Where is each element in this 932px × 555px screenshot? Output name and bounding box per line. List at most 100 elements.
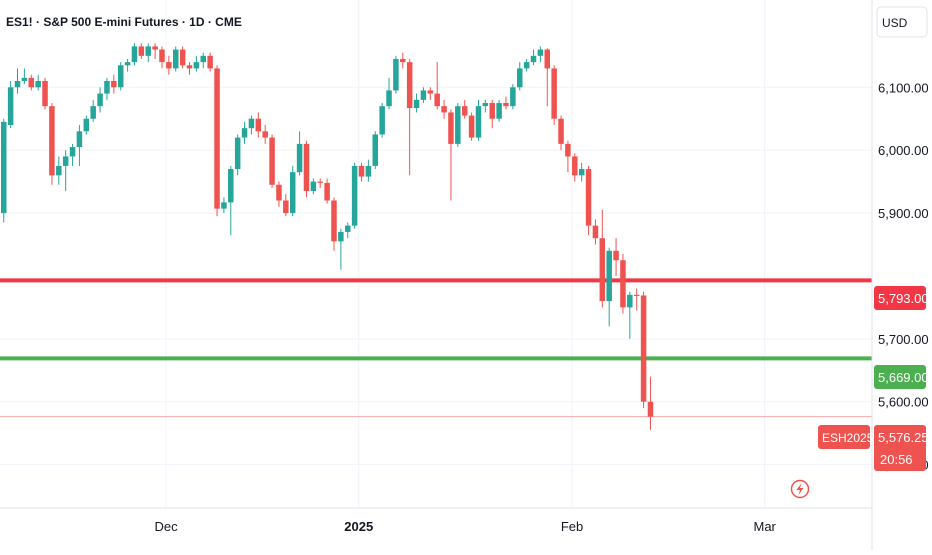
- candle-body: [633, 294, 640, 297]
- candle-body: [234, 137, 241, 170]
- candle: [152, 43, 158, 59]
- candle-body: [276, 184, 282, 201]
- time-axis[interactable]: Dec 2025 Feb Mar: [155, 519, 777, 534]
- candle: [427, 87, 434, 100]
- candle-body: [400, 58, 406, 63]
- candle-body: [578, 169, 585, 176]
- candle: [496, 99, 502, 122]
- candle-body: [551, 68, 557, 119]
- candle: [248, 115, 255, 135]
- candle-body: [640, 295, 647, 402]
- candle: [179, 46, 186, 69]
- candle-body: [221, 202, 227, 209]
- candle-body: [406, 62, 413, 109]
- candle: [475, 99, 482, 141]
- candle: [489, 99, 495, 129]
- candles: [1, 43, 654, 431]
- candle: [468, 112, 475, 141]
- symbol-badge: ESH2025: [818, 425, 874, 449]
- candle: [193, 55, 200, 72]
- candle-body: [606, 250, 612, 302]
- time-tick-label: Mar: [753, 519, 776, 534]
- candle-body: [475, 106, 482, 138]
- candle: [585, 165, 592, 236]
- candle: [379, 103, 385, 138]
- candle: [296, 131, 303, 176]
- candle: [613, 238, 619, 276]
- price-tick-label: 5,700.00: [878, 332, 929, 347]
- candle-body: [620, 260, 626, 308]
- candle-body: [351, 165, 358, 226]
- candle: [317, 178, 323, 188]
- candle: [234, 134, 241, 176]
- candle-body: [111, 80, 117, 88]
- candle-body: [448, 112, 454, 144]
- candle: [393, 55, 399, 94]
- candle: [42, 77, 48, 110]
- candle: [400, 52, 406, 69]
- candle-body: [599, 238, 606, 302]
- candle-body: [489, 103, 495, 119]
- candle: [104, 77, 110, 100]
- green-line-price-badge: 5,669.00: [874, 365, 929, 389]
- candle: [331, 197, 337, 251]
- candle: [269, 134, 275, 188]
- currency-button[interactable]: USD: [876, 6, 928, 38]
- candle: [145, 43, 151, 63]
- candle-body: [379, 106, 385, 135]
- candle: [262, 125, 268, 144]
- candle: [620, 253, 626, 314]
- candle: [255, 112, 262, 138]
- candle-body: [303, 143, 310, 192]
- candle: [523, 58, 530, 72]
- candle-body: [124, 62, 131, 66]
- candle: [599, 209, 606, 308]
- price-tick-label: 6,000.00: [878, 143, 929, 158]
- candle-body: [179, 49, 186, 66]
- candle-body: [482, 103, 489, 107]
- candle: [138, 43, 145, 59]
- candle: [351, 162, 358, 229]
- candle-body: [427, 90, 434, 94]
- candle: [640, 291, 647, 409]
- candle: [441, 99, 447, 119]
- candle: [207, 52, 213, 72]
- candle-body: [193, 62, 200, 69]
- candle-body: [159, 49, 165, 63]
- currency-label: USD: [882, 16, 908, 30]
- candle-body: [537, 49, 544, 56]
- candle-body: [585, 169, 592, 226]
- candle-body: [338, 231, 344, 242]
- candle-body: [544, 49, 551, 69]
- candle-body: [152, 46, 158, 50]
- candle: [448, 109, 454, 201]
- candle: [461, 99, 468, 119]
- time-tick-label: 2025: [344, 519, 373, 534]
- candle: [406, 58, 413, 176]
- candle-body: [310, 181, 317, 192]
- candle-body: [565, 143, 571, 157]
- candle-body: [228, 169, 234, 203]
- candle-body: [255, 118, 262, 132]
- candle-body: [413, 99, 420, 109]
- candle-body: [207, 55, 213, 69]
- candle-body: [592, 225, 599, 239]
- candle-body: [530, 55, 537, 63]
- candle: [627, 291, 633, 339]
- candle-body: [248, 118, 255, 129]
- candle-body: [1, 121, 7, 214]
- lightning-icon[interactable]: [790, 479, 810, 499]
- last-price-badge: 5,576.25 20:56: [874, 425, 929, 471]
- candle: [572, 153, 578, 182]
- candle-body: [83, 118, 90, 132]
- candle-body: [131, 46, 138, 63]
- candle-body: [517, 68, 523, 88]
- red-line-price-label: 5,793.00: [878, 291, 929, 306]
- time-tick-label: Feb: [561, 519, 583, 534]
- last-price-label: 5,576.25: [878, 430, 929, 445]
- candle: [358, 162, 365, 182]
- candle-body: [420, 90, 427, 100]
- candle-body: [572, 156, 578, 176]
